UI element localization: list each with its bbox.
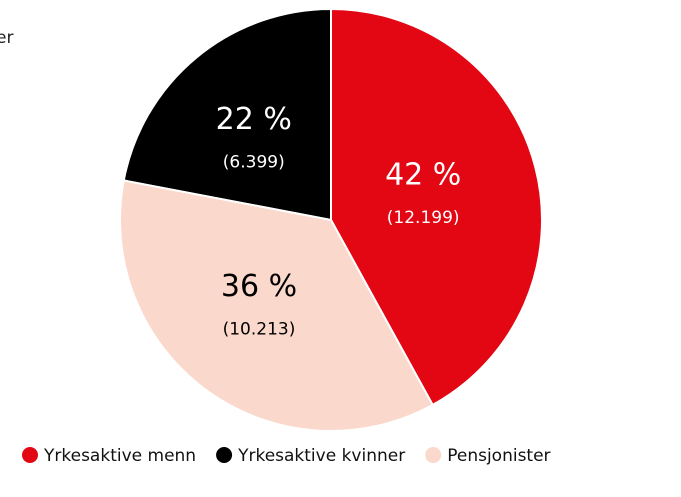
slice-count: (6.399) xyxy=(223,153,285,173)
pie-slice xyxy=(122,7,332,222)
slice-count: (10.213) xyxy=(223,319,296,339)
slice-label: 36 % xyxy=(221,269,297,304)
chart-title: er xyxy=(0,28,13,48)
legend-label: Yrkesaktive kvinner xyxy=(237,446,405,466)
pie-slice xyxy=(330,7,543,407)
slice-label: 22 % xyxy=(216,102,292,137)
slice-label: 42 % xyxy=(385,157,461,192)
legend-swatch xyxy=(425,447,442,463)
slice-count: (12.199) xyxy=(387,208,460,228)
legend-swatch xyxy=(22,447,38,463)
legend-label: Yrkesaktive menn xyxy=(43,446,196,466)
legend-label: Pensjonister xyxy=(447,446,550,466)
legend-swatch xyxy=(216,447,233,463)
pie-slice xyxy=(119,179,435,432)
